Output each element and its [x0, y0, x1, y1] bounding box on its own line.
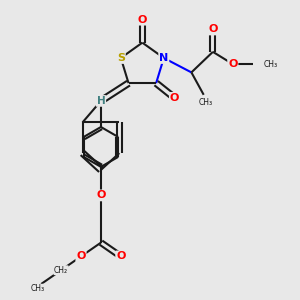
Text: O: O — [76, 251, 86, 261]
Text: CH₃: CH₃ — [198, 98, 212, 107]
Text: O: O — [138, 15, 147, 25]
Text: O: O — [170, 93, 179, 103]
Text: S: S — [117, 53, 125, 63]
Text: O: O — [96, 190, 106, 200]
Text: O: O — [228, 59, 238, 69]
Text: N: N — [159, 53, 168, 63]
Text: CH₃: CH₃ — [31, 284, 45, 293]
Text: H: H — [97, 96, 105, 106]
Text: O: O — [208, 25, 218, 34]
Text: CH₂: CH₂ — [54, 266, 68, 275]
Text: O: O — [116, 251, 125, 261]
Text: CH₃: CH₃ — [263, 60, 278, 69]
